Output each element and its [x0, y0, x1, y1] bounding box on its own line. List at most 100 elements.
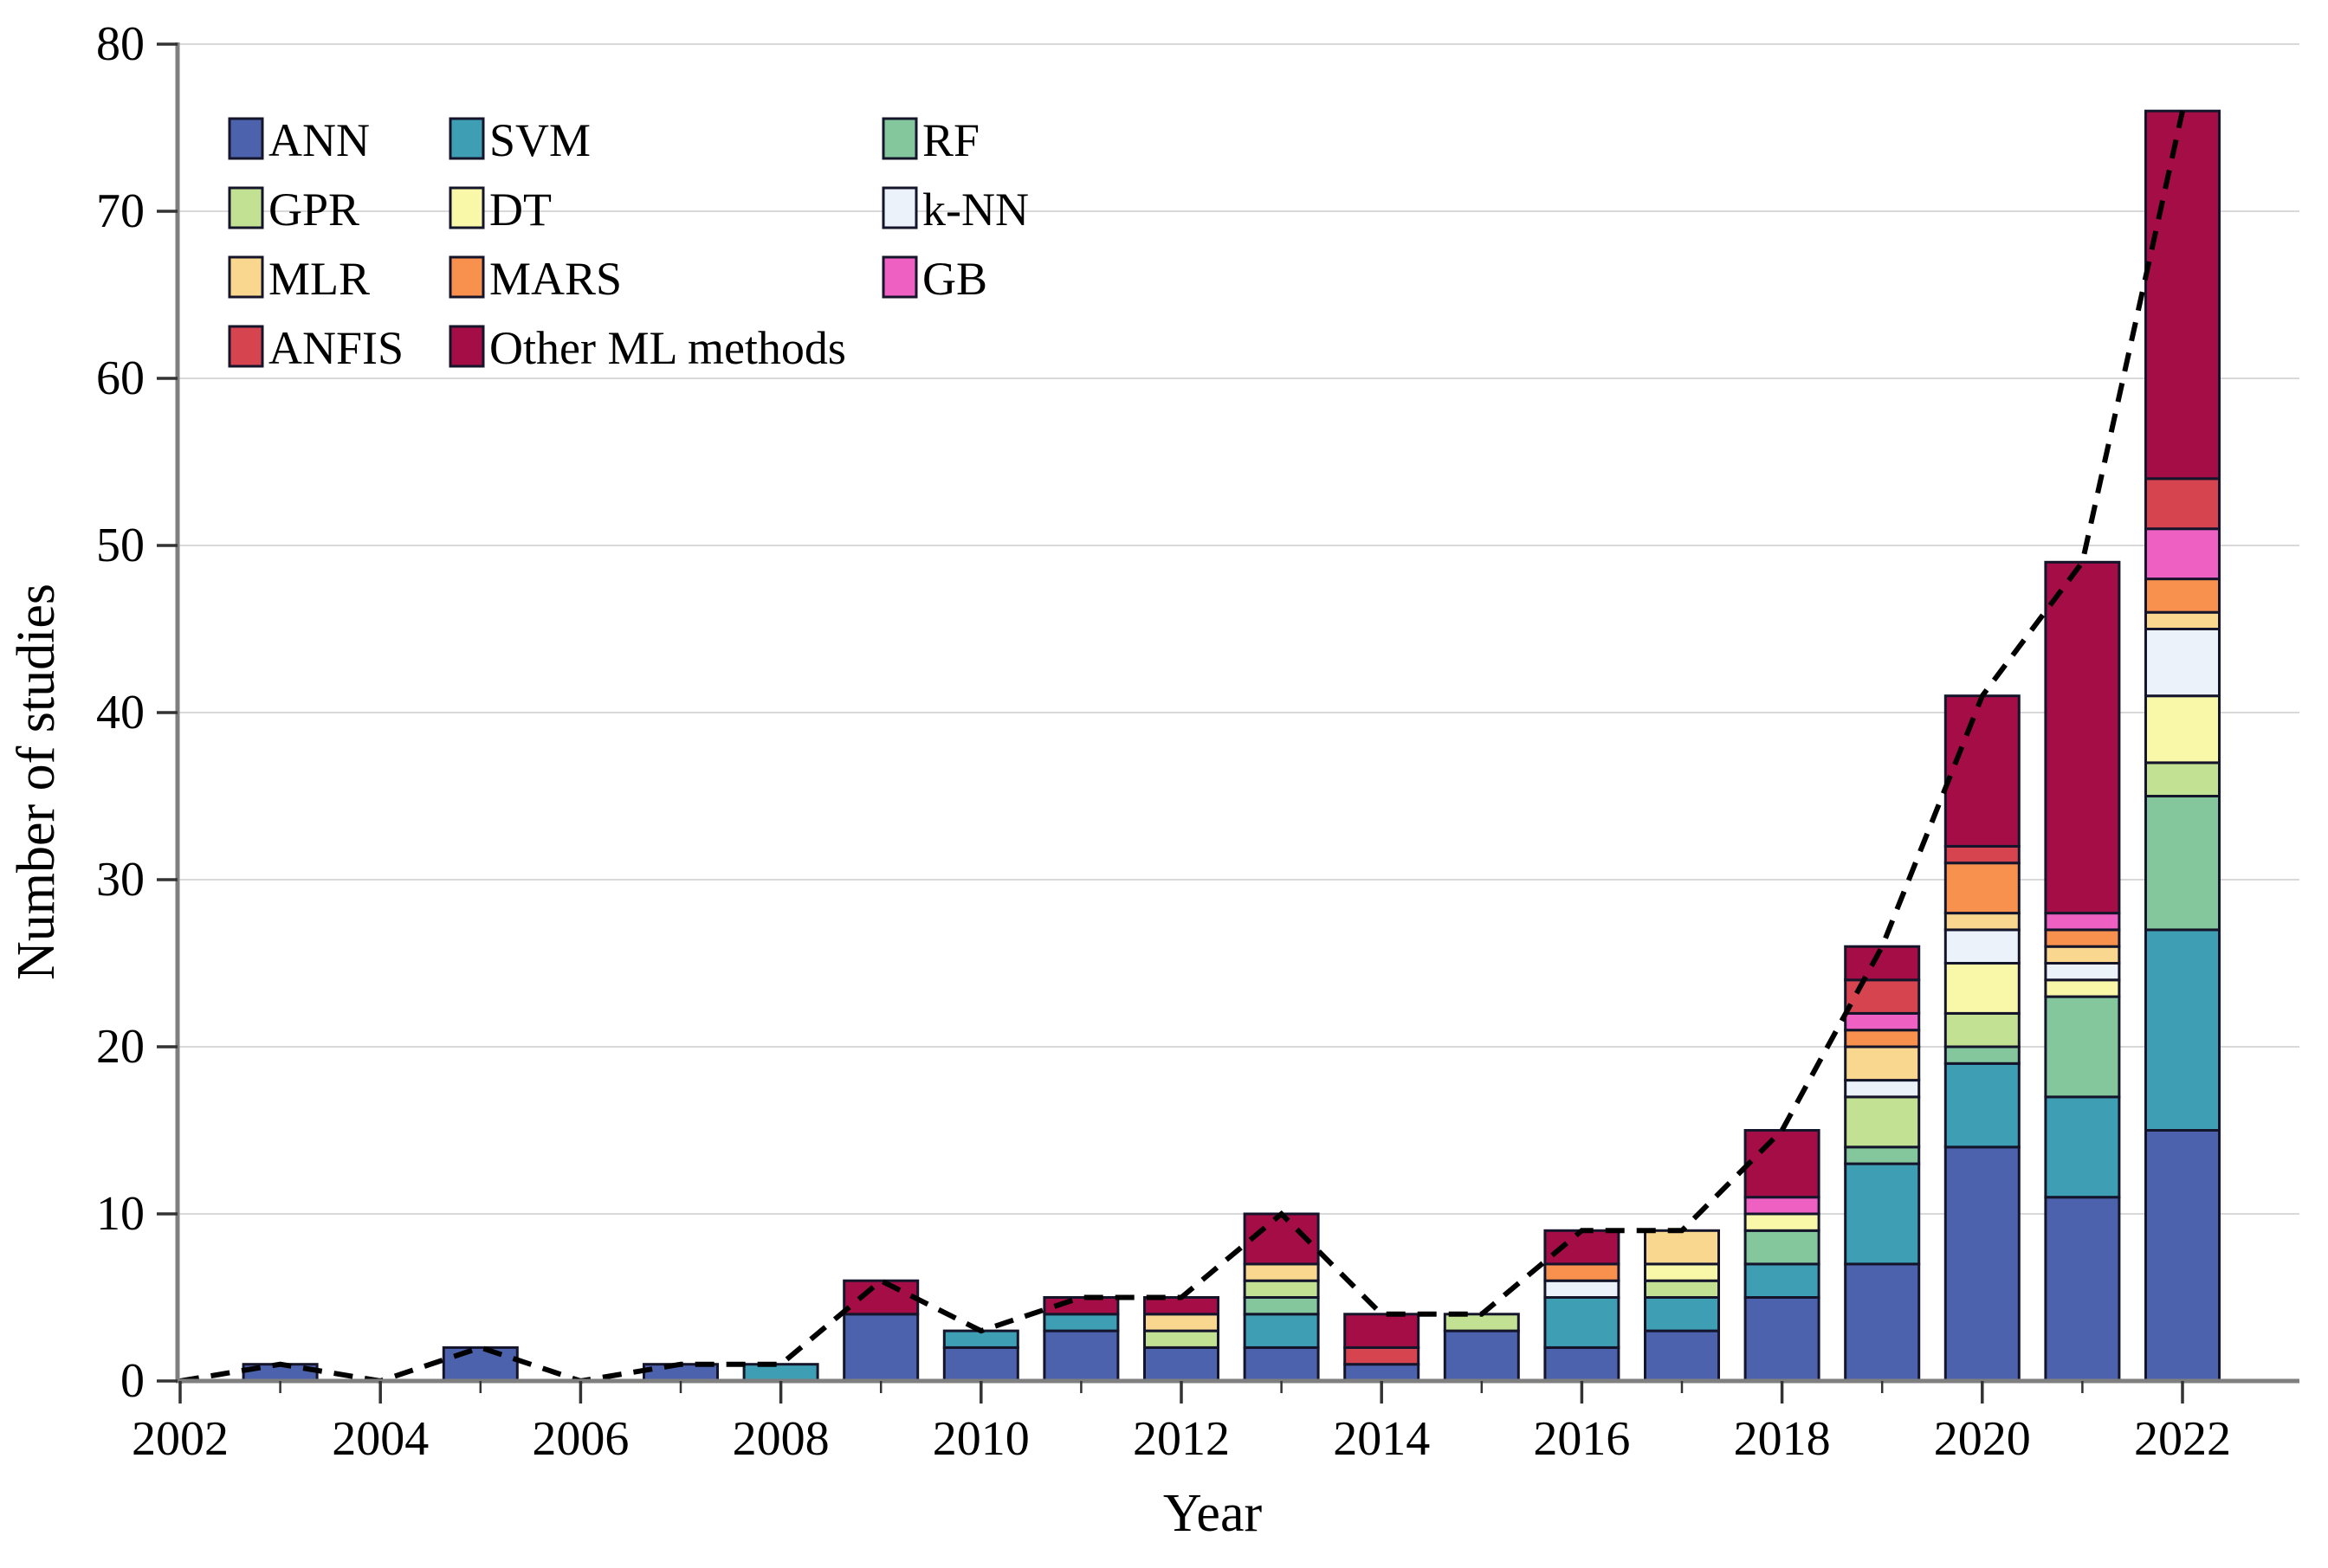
- legend-item-svm: SVM: [449, 114, 591, 166]
- bar-segment-2020-anfis: [1943, 844, 2021, 865]
- bar-segment-2017-gpr: [1644, 1279, 1720, 1299]
- y-tick-label-10: 10: [96, 1187, 145, 1241]
- x-tick-label-2006: 2006: [532, 1412, 629, 1466]
- legend-label-mlr: MLR: [268, 253, 370, 305]
- legend-item-rf: RF: [882, 114, 980, 166]
- bar-segment-2019-svm: [1844, 1162, 1921, 1266]
- bar-segment-2019-gb: [1844, 1011, 1921, 1032]
- bar-segment-2019-k-nn: [1844, 1079, 1921, 1099]
- bar-segment-2019-rf: [1844, 1145, 1921, 1165]
- legend-swatch-ann: [228, 117, 264, 160]
- bar-segment-2014-anfis: [1343, 1345, 1420, 1366]
- bar-2015: [1443, 1313, 1520, 1383]
- bar-segment-2021-mars: [2044, 928, 2121, 948]
- legend-label-ann: ANN: [268, 114, 370, 166]
- x-tick-label-2022: 2022: [2134, 1412, 2231, 1466]
- bar-segment-2022-gpr: [2144, 761, 2221, 798]
- x-tick-label-2008: 2008: [733, 1412, 830, 1466]
- bar-2011: [1043, 1296, 1120, 1383]
- bar-segment-2022-gb: [2144, 527, 2221, 581]
- legend-swatch-rf: [882, 117, 918, 160]
- bar-segment-2022-other-ml-methods: [2144, 109, 2221, 481]
- bar-2014: [1343, 1313, 1420, 1383]
- y-tick-label-70: 70: [96, 184, 145, 238]
- x-tick-label-2010: 2010: [933, 1412, 1030, 1466]
- bar-segment-2019-gpr: [1844, 1095, 1921, 1149]
- bar-segment-2018-rf: [1743, 1229, 1820, 1266]
- bar-segment-2015-ann: [1443, 1329, 1520, 1383]
- x-axis-title: Year: [1163, 1484, 1263, 1543]
- x-tick-label-2014: 2014: [1333, 1412, 1430, 1466]
- bar-segment-2010-ann: [942, 1345, 1019, 1383]
- legend-item-k-nn: k-NN: [882, 184, 1029, 236]
- legend-swatch-gpr: [228, 186, 264, 229]
- bar-segment-2012-mlr: [1143, 1313, 1219, 1332]
- trend-line: [179, 110, 2185, 1384]
- bar-2010: [942, 1329, 1019, 1383]
- legend-label-gb: GB: [922, 253, 987, 305]
- bar-segment-2009-other-ml-methods: [843, 1279, 920, 1316]
- bar-segment-2020-mlr: [1943, 912, 2021, 932]
- bar-segment-2021-mlr: [2044, 945, 2121, 965]
- x-tick-label-2020: 2020: [1934, 1412, 2031, 1466]
- bar-2012: [1143, 1296, 1219, 1383]
- bar-segment-2020-svm: [1943, 1061, 2021, 1149]
- bar-segment-2021-ann: [2044, 1196, 2121, 1383]
- x-tick-label-2012: 2012: [1133, 1412, 1230, 1466]
- legend-swatch-mars: [449, 255, 485, 299]
- legend-item-ann: ANN: [228, 114, 370, 166]
- bar-segment-2021-rf: [2044, 995, 2121, 1099]
- y-tick-label-80: 80: [96, 17, 145, 71]
- bar-segment-2020-gpr: [1943, 1011, 2021, 1049]
- bar-2017: [1644, 1229, 1720, 1383]
- bar-segment-2019-mars: [1844, 1029, 1921, 1049]
- legend-item-gpr: GPR: [228, 184, 359, 236]
- legend-item-dt: DT: [449, 184, 552, 236]
- bar-segment-2017-dt: [1644, 1262, 1720, 1282]
- gridlines: [178, 43, 2299, 1215]
- bar-2021: [2044, 560, 2121, 1383]
- bar-2018: [1743, 1129, 1820, 1383]
- bar-segment-2014-other-ml-methods: [1343, 1313, 1420, 1349]
- bar-segment-2016-mars: [1543, 1262, 1620, 1282]
- bar-segment-2020-rf: [1943, 1045, 2021, 1065]
- bar-segment-2020-k-nn: [1943, 928, 2021, 965]
- bar-segment-2008-svm: [742, 1363, 819, 1383]
- legend-swatch-other-ml-methods: [449, 325, 485, 368]
- y-tick-label-0: 0: [120, 1354, 145, 1408]
- bar-2020: [1943, 694, 2021, 1383]
- bar-segment-2020-mars: [1943, 861, 2021, 915]
- legend-label-k-nn: k-NN: [922, 184, 1029, 236]
- bar-segment-2017-ann: [1644, 1329, 1720, 1383]
- bar-2008: [742, 1363, 819, 1383]
- bar-segment-2016-k-nn: [1543, 1279, 1620, 1299]
- legend-item-mars: MARS: [449, 253, 622, 305]
- bar-segment-2013-svm: [1243, 1313, 1320, 1349]
- bar-segment-2020-other-ml-methods: [1943, 694, 2021, 848]
- y-tick-label-50: 50: [96, 519, 145, 572]
- bar-segment-2022-mars: [2144, 578, 2221, 614]
- bar-2019: [1844, 945, 1921, 1383]
- bar-segment-2018-ann: [1743, 1296, 1820, 1383]
- bar-segment-2018-svm: [1743, 1262, 1820, 1300]
- legend-label-rf: RF: [922, 114, 980, 166]
- bar-segment-2018-other-ml-methods: [1743, 1129, 1820, 1199]
- bar-segment-2017-mlr: [1644, 1229, 1720, 1266]
- bar-segment-2019-mlr: [1844, 1045, 1921, 1082]
- legend-label-gpr: GPR: [268, 184, 359, 236]
- bar-segment-2020-ann: [1943, 1145, 2021, 1383]
- bar-segment-2019-anfis: [1844, 978, 1921, 1015]
- bar-segment-2011-svm: [1043, 1313, 1120, 1332]
- y-tick-label-20: 20: [96, 1020, 145, 1074]
- bar-segment-2022-rf: [2144, 795, 2221, 932]
- x-tick-label-2018: 2018: [1734, 1412, 1831, 1466]
- legend-label-mars: MARS: [489, 253, 622, 305]
- legend-item-mlr: MLR: [228, 253, 370, 305]
- bar-segment-2016-ann: [1543, 1345, 1620, 1383]
- x-tick-label-2004: 2004: [332, 1412, 429, 1466]
- legend-swatch-mlr: [228, 255, 264, 299]
- bar-segment-2022-anfis: [2144, 477, 2221, 531]
- bar-segment-2022-dt: [2144, 694, 2221, 765]
